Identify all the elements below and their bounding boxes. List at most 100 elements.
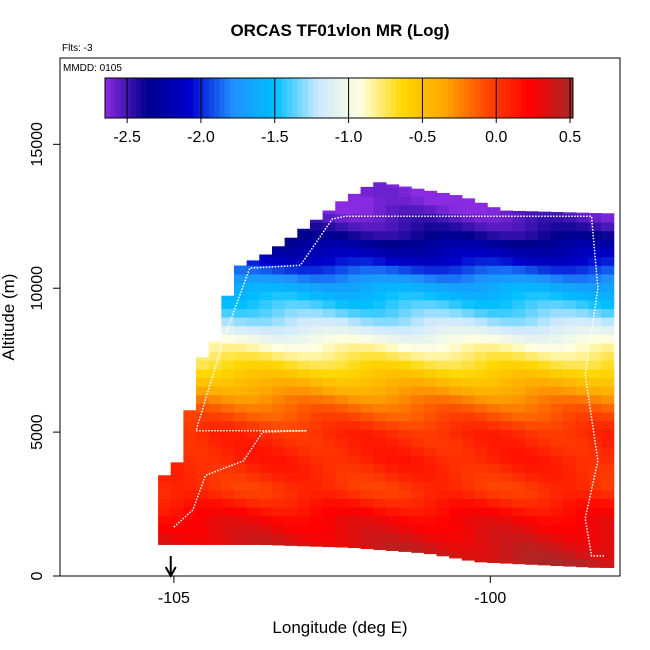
- heatmap-cell: [309, 247, 324, 258]
- heatmap-cell: [423, 541, 438, 551]
- heatmap-cell: [512, 403, 526, 413]
- heatmap-cell: [588, 368, 602, 379]
- heatmap-cell: [575, 515, 589, 525]
- heatmap-cell: [601, 437, 615, 448]
- heatmap-cell: [601, 325, 615, 335]
- colorbar-swatch: [375, 78, 382, 118]
- heatmap-cell: [512, 317, 526, 327]
- heatmap-cell: [537, 429, 551, 439]
- heatmap-cell: [170, 463, 184, 473]
- heatmap-cell: [525, 247, 539, 258]
- heatmap-cell: [411, 222, 425, 232]
- heatmap-cell: [297, 291, 311, 301]
- colorbar-swatch: [453, 78, 460, 118]
- heatmap-cell: [449, 204, 463, 214]
- heatmap-cell: [487, 386, 501, 396]
- heatmap-cell: [347, 291, 362, 301]
- heatmap-cell: [601, 386, 615, 396]
- heatmap-cell: [259, 420, 273, 430]
- heatmap-cell: [601, 351, 615, 361]
- heatmap-cell: [373, 196, 387, 206]
- heatmap-cell: [588, 317, 602, 327]
- heatmap-cell: [537, 377, 551, 387]
- heatmap-cell: [398, 394, 412, 404]
- heatmap-cell: [499, 256, 514, 266]
- heatmap-cell: [499, 489, 514, 499]
- heatmap-cell: [234, 446, 248, 456]
- heatmap-cell: [575, 212, 589, 214]
- heatmap-cell: [335, 201, 349, 206]
- heatmap-cell: [461, 498, 476, 508]
- colorbar-swatch: [120, 78, 127, 118]
- heatmap-cell: [423, 368, 438, 379]
- heatmap-cell: [588, 351, 602, 361]
- heatmap-cell: [474, 342, 488, 353]
- heatmap-cell: [297, 455, 311, 465]
- heatmap-cell: [449, 455, 463, 465]
- heatmap-cell: [398, 463, 412, 473]
- heatmap-cell: [196, 420, 210, 430]
- heatmap-cell: [563, 386, 577, 396]
- heatmap-cell: [423, 455, 438, 465]
- heatmap-cell: [601, 429, 615, 439]
- heatmap-cell: [373, 532, 387, 543]
- heatmap-cell: [525, 239, 539, 249]
- colorbar-swatch: [318, 78, 324, 118]
- heatmap-cell: [461, 222, 476, 232]
- heatmap-cell: [575, 524, 589, 534]
- heatmap-cell: [309, 446, 324, 456]
- heatmap-cell: [436, 317, 450, 327]
- heatmap-cell: [221, 463, 235, 473]
- heatmap-cell: [512, 256, 526, 266]
- heatmap-cell: [183, 429, 197, 439]
- heatmap-cell: [550, 481, 564, 491]
- heatmap-cell: [474, 498, 488, 508]
- heatmap-cell: [537, 239, 551, 249]
- heatmap-cell: [398, 334, 412, 344]
- x-axis-label: Longitude (deg E): [272, 618, 407, 637]
- heatmap-cell: [373, 222, 387, 232]
- heatmap-cell: [601, 506, 615, 517]
- heatmap-cell: [449, 308, 463, 318]
- heatmap-cell: [525, 282, 539, 292]
- heatmap-cell: [284, 317, 298, 327]
- plot-frame: [59, 57, 621, 577]
- heatmap-cell: [335, 247, 349, 258]
- heatmap-cell: [360, 403, 374, 413]
- colorbar-swatch: [177, 78, 184, 118]
- heatmap-cell: [373, 411, 387, 422]
- heatmap-cell: [474, 558, 488, 563]
- heatmap-cell: [537, 524, 551, 534]
- heatmap-cell: [183, 532, 197, 543]
- heatmap-cell: [461, 489, 476, 499]
- heatmap-cell: [461, 368, 476, 379]
- heatmap-cell: [259, 291, 273, 301]
- heatmap-cell: [499, 265, 514, 275]
- heatmap-cell: [322, 455, 336, 465]
- heatmap-cell: [575, 386, 589, 396]
- heatmap-cell: [487, 325, 501, 335]
- heatmap-cell: [385, 230, 400, 240]
- colorbar-swatch: [235, 78, 241, 118]
- heatmap-cell: [525, 222, 539, 232]
- heatmap-cell: [360, 222, 374, 232]
- heatmap-cell: [423, 524, 438, 534]
- heatmap-cell: [588, 429, 602, 439]
- heatmap-cell: [373, 187, 387, 197]
- heatmap-cell: [398, 429, 412, 439]
- colorbar-swatch: [266, 78, 272, 118]
- heatmap-cell: [246, 532, 260, 543]
- heatmap-cell: [436, 360, 450, 370]
- heatmap-cell: [563, 351, 577, 361]
- heatmap-cell: [588, 342, 602, 353]
- heatmap-cell: [234, 368, 248, 379]
- heatmap-cell: [411, 498, 425, 508]
- heatmap-cell: [563, 472, 577, 482]
- colorbar-swatch: [344, 78, 350, 118]
- colorbar-swatch: [489, 78, 496, 118]
- heatmap-cell: [284, 368, 298, 379]
- heatmap-cell: [271, 273, 286, 284]
- heatmap-cell: [385, 386, 400, 396]
- heatmap-cell: [246, 437, 260, 448]
- heatmap-cell: [499, 506, 514, 517]
